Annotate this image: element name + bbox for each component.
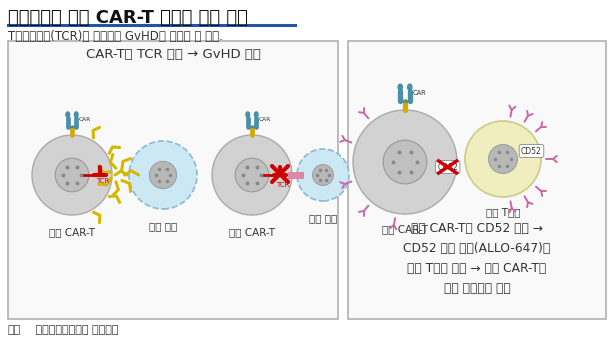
Text: 동종 CAR-T: 동종 CAR-T — [229, 227, 275, 237]
Ellipse shape — [397, 83, 403, 91]
Circle shape — [297, 149, 349, 201]
Text: 동종 CAR-T: 동종 CAR-T — [49, 227, 95, 237]
Text: TCR: TCR — [276, 182, 289, 188]
Text: CAR: CAR — [79, 117, 91, 122]
Text: CD52: CD52 — [437, 162, 458, 171]
Circle shape — [383, 140, 427, 184]
Text: 동종 CAR-T의 CD52 제거 →
CD52 표적 항체(ALLO-647)로
환자 T세포 제거 → 동종 CAR-T에
대한 거부반응 약화: 동종 CAR-T의 CD52 제거 → CD52 표적 항체(ALLO-647)… — [403, 222, 551, 295]
Text: CD52: CD52 — [521, 146, 542, 155]
Text: 환자 세포: 환자 세포 — [149, 221, 177, 231]
Text: CAR: CAR — [259, 117, 271, 122]
FancyBboxPatch shape — [348, 41, 606, 319]
Text: 동종 CAR-T: 동종 CAR-T — [382, 224, 428, 234]
Text: 환자 T세포: 환자 T세포 — [486, 207, 520, 217]
Ellipse shape — [245, 111, 250, 118]
Text: TCR: TCR — [96, 178, 110, 184]
Bar — [288, 172, 304, 179]
Text: CAR-T의 TCR 제거 → GvHD 방지: CAR-T의 TCR 제거 → GvHD 방지 — [86, 48, 261, 61]
Circle shape — [465, 121, 541, 197]
Circle shape — [488, 145, 517, 174]
Ellipse shape — [407, 83, 412, 91]
Circle shape — [235, 158, 269, 192]
Circle shape — [32, 135, 112, 215]
Circle shape — [212, 135, 292, 215]
Circle shape — [353, 110, 457, 214]
Text: 알로진테라퓨틱스 홈페이지: 알로진테라퓨틱스 홈페이지 — [32, 325, 119, 335]
Text: T세포수용체(TCR)을 제거하면 GvHD를 방지할 수 있다.: T세포수용체(TCR)을 제거하면 GvHD를 방지할 수 있다. — [8, 30, 223, 43]
Circle shape — [149, 161, 177, 189]
Text: 자료: 자료 — [8, 325, 21, 335]
Circle shape — [313, 164, 334, 185]
Ellipse shape — [254, 111, 259, 118]
Text: CAR: CAR — [412, 90, 427, 96]
Ellipse shape — [65, 111, 70, 118]
Text: 환자 세포: 환자 세포 — [309, 213, 337, 223]
Circle shape — [55, 158, 89, 192]
Ellipse shape — [73, 111, 79, 118]
Text: 셀렉티스의 동종 CAR-T 치료제 개발 전략: 셀렉티스의 동종 CAR-T 치료제 개발 전략 — [8, 9, 248, 27]
FancyBboxPatch shape — [8, 41, 338, 319]
Circle shape — [129, 141, 197, 209]
